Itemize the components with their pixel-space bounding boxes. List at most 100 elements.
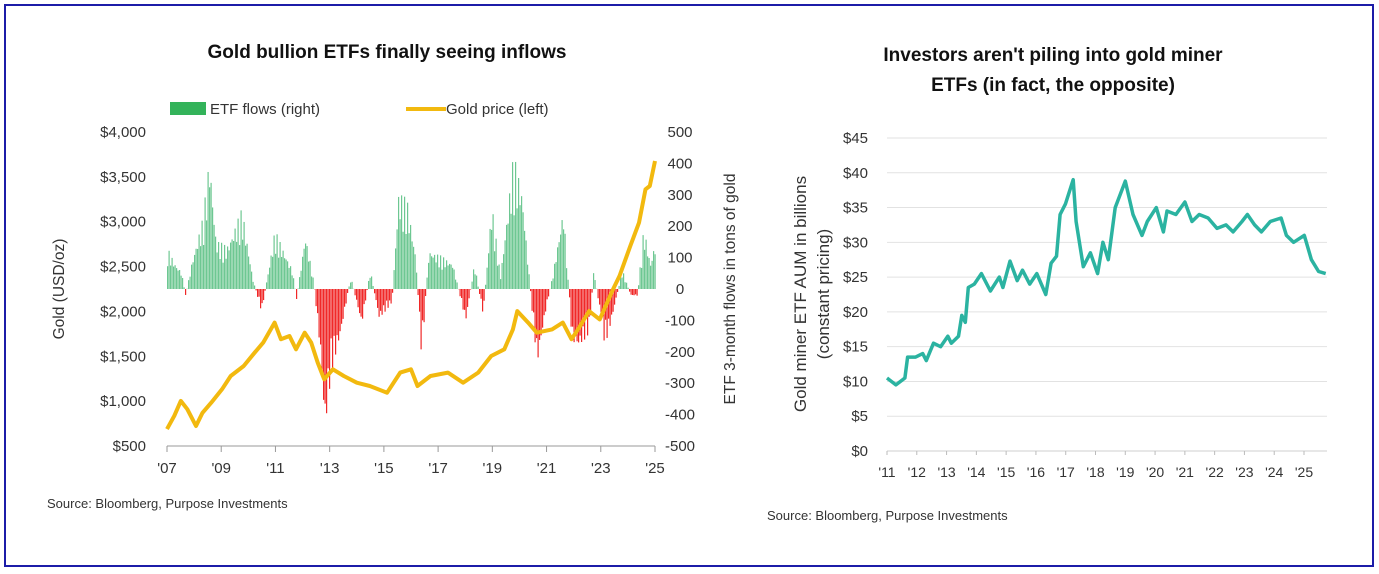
etf-inflow-bar xyxy=(299,277,301,289)
etf-inflow-bar xyxy=(503,254,505,289)
right-y-tick-label: -400 xyxy=(665,407,695,424)
etf-inflow-bar xyxy=(281,256,283,289)
etf-inflow-bar xyxy=(306,246,308,289)
x-tick-label: '19 xyxy=(483,460,503,477)
etf-inflow-bar xyxy=(515,161,517,289)
etf-inflow-bar xyxy=(194,254,196,289)
etf-inflow-bar xyxy=(411,241,413,289)
etf-outflow-bar xyxy=(584,289,586,340)
etf-outflow-bar xyxy=(570,289,572,327)
etf-outflow-bar xyxy=(255,289,257,291)
etf-inflow-bar xyxy=(285,259,287,289)
etf-outflow-bar xyxy=(327,289,329,369)
etf-outflow-bar xyxy=(323,289,325,400)
legend-swatch-etf-flows xyxy=(170,102,206,115)
etf-inflow-bar xyxy=(651,260,653,289)
etf-inflow-bar xyxy=(197,248,199,289)
etf-outflow-bar xyxy=(609,289,611,326)
right-y-ticks: 500 400 300 200 100 0 -100 -200 -300 -400 -500 xyxy=(665,124,695,455)
etf-outflow-bar xyxy=(542,289,544,328)
etf-outflow-bar xyxy=(615,289,617,298)
etf-outflow-bar xyxy=(347,289,349,293)
etf-inflow-bar xyxy=(248,256,250,289)
etf-inflow-bar xyxy=(221,242,223,289)
etf-inflow-bar xyxy=(350,282,352,289)
etf-inflow-bar xyxy=(450,264,452,289)
etf-outflow-bar xyxy=(420,289,422,350)
etf-inflow-bar xyxy=(312,277,314,289)
etf-inflow-bar xyxy=(516,208,518,289)
etf-inflow-bar xyxy=(644,249,646,289)
etf-inflow-bar xyxy=(560,234,562,289)
etf-inflow-bar xyxy=(279,241,281,289)
etf-outflow-bar xyxy=(578,289,580,343)
etf-outflow-bar xyxy=(383,289,385,306)
etf-outflow-bar xyxy=(632,289,634,296)
right-y-tick-label: 400 xyxy=(667,155,692,172)
etf-outflow-bar xyxy=(380,289,382,311)
etf-inflow-bar xyxy=(554,263,556,289)
etf-inflow-bar xyxy=(453,269,455,289)
x-tick-label: '17 xyxy=(1057,464,1075,480)
etf-outflow-bar xyxy=(330,289,332,339)
etf-inflow-bar xyxy=(254,285,256,289)
etf-inflow-bar xyxy=(206,220,208,289)
etf-inflow-bar xyxy=(246,243,248,289)
etf-inflow-bar xyxy=(452,267,454,289)
etf-outflow-bar xyxy=(465,289,467,319)
etf-inflow-bar xyxy=(224,244,226,289)
etf-outflow-bar xyxy=(378,289,380,317)
etf-inflow-bar xyxy=(348,286,350,289)
etf-outflow-bar xyxy=(482,289,484,312)
etf-outflow-bar xyxy=(462,289,464,310)
etf-inflow-bar xyxy=(171,257,173,289)
etf-inflow-bar xyxy=(551,281,553,289)
x-tick-label: '21 xyxy=(1176,464,1194,480)
right-y-tick-label: 0 xyxy=(676,281,684,298)
etf-inflow-bar xyxy=(284,258,286,289)
y-tick-label: $0 xyxy=(851,443,868,460)
left-y-ticks: $4,000 $3,500 $3,000 $2,500 $2,000 $1,500 $1,0… xyxy=(100,124,146,455)
etf-outflow-bar xyxy=(365,289,367,301)
etf-inflow-bar xyxy=(240,210,242,289)
y-tick-label: $15 xyxy=(843,339,868,356)
etf-outflow-bar xyxy=(579,289,581,336)
etf-outflow-bar xyxy=(537,289,539,358)
y-tick-label: $20 xyxy=(843,304,868,321)
etf-outflow-bar xyxy=(374,289,376,294)
etf-inflow-bar xyxy=(501,262,503,289)
etf-outflow-bar xyxy=(591,289,593,293)
x-tick-label: '13 xyxy=(937,464,955,480)
etf-inflow-bar xyxy=(440,255,442,289)
etf-inflow-bar xyxy=(204,197,206,289)
etf-inflow-bar xyxy=(485,284,487,289)
left-y-tick-label: $1,500 xyxy=(100,348,146,365)
etf-inflow-bar xyxy=(239,245,241,289)
etf-outflow-bar xyxy=(321,289,323,374)
etf-inflow-bar xyxy=(278,257,280,289)
etf-inflow-bar xyxy=(426,277,428,289)
etf-outflow-bar xyxy=(261,289,263,304)
etf-outflow-bar xyxy=(635,289,637,295)
etf-inflow-bar xyxy=(231,239,233,289)
etf-inflow-bar xyxy=(168,250,170,289)
etf-outflow-bar xyxy=(341,289,343,324)
etf-inflow-bar xyxy=(555,262,557,289)
etf-inflow-bar xyxy=(174,265,176,289)
etf-inflow-bar xyxy=(624,282,626,289)
etf-inflow-bar xyxy=(500,279,502,289)
etf-outflow-bar xyxy=(603,289,605,341)
etf-inflow-bar xyxy=(414,254,416,289)
etf-inflow-bar xyxy=(270,255,272,289)
etf-outflow-bar xyxy=(630,289,632,295)
etf-inflow-bar xyxy=(513,215,515,289)
etf-inflow-bar xyxy=(521,196,523,289)
etf-inflow-bar xyxy=(287,261,289,289)
x-tick-label: '25 xyxy=(1295,464,1313,480)
etf-outflow-bar xyxy=(345,289,347,304)
etf-inflow-bar xyxy=(272,256,274,289)
etf-outflow-bar xyxy=(366,289,368,291)
etf-inflow-bar xyxy=(489,228,491,289)
right-y-tick-label: -100 xyxy=(665,312,695,329)
etf-inflow-bar xyxy=(507,223,509,289)
